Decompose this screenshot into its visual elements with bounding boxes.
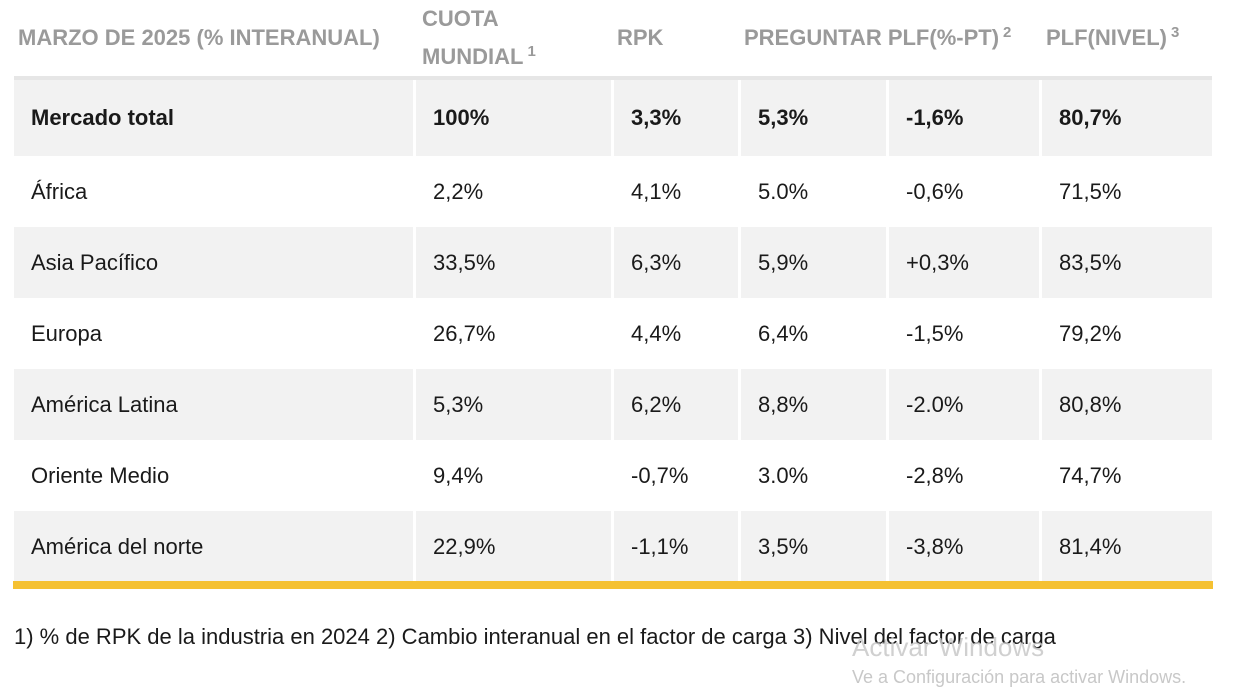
cell-ask: 5,9% — [741, 227, 889, 298]
cell-plf-pt: -0,6% — [889, 156, 1042, 227]
cell-cuota: 33,5% — [416, 227, 614, 298]
data-table-container: MARZO DE 2025 (% INTERANUAL) CUOTA MUNDI… — [14, 0, 1212, 582]
cell-region: América Latina — [14, 369, 416, 440]
cell-plf-pt: -1,5% — [889, 298, 1042, 369]
cell-cuota: 2,2% — [416, 156, 614, 227]
cell-ask: 3.0% — [741, 440, 889, 511]
cell-region: América del norte — [14, 511, 416, 582]
cell-rpk: 6,3% — [614, 227, 741, 298]
table-row: América Latina 5,3% 6,2% 8,8% -2.0% 80,8% — [14, 369, 1212, 440]
cell-plf-nivel: 83,5% — [1042, 227, 1212, 298]
cell-plf-nivel: 74,7% — [1059, 462, 1122, 488]
cell-region: Mercado total — [14, 80, 416, 156]
header-period: MARZO DE 2025 (% INTERANUAL) — [14, 0, 416, 80]
windows-activation-watermark: Activar Windows — [852, 632, 1045, 662]
cell-cuota: 5,3% — [416, 369, 614, 440]
accent-rule — [13, 581, 1213, 589]
cell-ask: 8,8% — [741, 369, 889, 440]
cell-plf-nivel: 71,5% — [1059, 178, 1122, 204]
windows-activation-subtitle: Ve a Configuración para activar Windows. — [852, 667, 1187, 687]
cell-ask: 3,5% — [741, 511, 889, 582]
table-row: América del norte 22,9% -1,1% 3,5% -3,8% 81,4… — [14, 511, 1212, 582]
cell-plf-pt: -1,6% — [889, 80, 1042, 156]
cell-cuota: 9,4% — [416, 440, 614, 511]
cell-cuota: 100% — [416, 80, 614, 156]
header-row: MARZO DE 2025 (% INTERANUAL) CUOTA MUNDI… — [14, 0, 1212, 80]
cell-rpk: -0,7% — [614, 440, 741, 511]
cell-cuota: 22,9% — [416, 511, 614, 582]
cell-plf-nivel: 79,2% — [1059, 320, 1122, 346]
cell-rpk: 4,1% — [614, 156, 741, 227]
table-row: Europa 26,7% 4,4% 6,4% -1,5% 79,2% — [14, 298, 1212, 369]
cell-cuota: 26,7% — [416, 298, 614, 369]
cell-plf-nivel: 81,4% — [1042, 511, 1212, 582]
header-plf-nivel: PLF(NIVEL) 3 — [1042, 0, 1212, 80]
cell-ask: 5.0% — [741, 156, 889, 227]
cell-region: Europa — [14, 298, 416, 369]
cell-plf-nivel: 80,7% — [1042, 80, 1212, 156]
table-row: Asia Pacífico 33,5% 6,3% 5,9% +0,3% 83,5% — [14, 227, 1212, 298]
cell-plf-pt: +0,3% — [889, 227, 1042, 298]
cell-rpk: -1,1% — [614, 511, 741, 582]
table-row: Mercado total 100% 3,3% 5,3% -1,6% 80,7% — [14, 80, 1212, 156]
cell-plf-pt: -2,8% — [889, 440, 1042, 511]
cell-rpk: 6,2% — [614, 369, 741, 440]
cell-region: Oriente Medio — [14, 440, 416, 511]
header-rpk: RPK — [614, 0, 741, 80]
cell-rpk: 3,3% — [614, 80, 741, 156]
cell-ask: 6,4% — [741, 298, 889, 369]
table-row: Oriente Medio 9,4% -0,7% 3.0% -2,8% 74,7% — [14, 440, 1212, 511]
cell-plf-nivel: 80,8% — [1042, 369, 1212, 440]
traffic-table: MARZO DE 2025 (% INTERANUAL) CUOTA MUNDI… — [14, 0, 1212, 582]
cell-plf-pt: -3,8% — [889, 511, 1042, 582]
header-cuota-mundial: CUOTA MUNDIAL 1 — [416, 0, 614, 80]
table-row: África 2,2% 4,1% 5.0% -0,6% 71,5% — [14, 156, 1212, 227]
cell-ask: 5,3% — [741, 80, 889, 156]
cell-plf-pt: -2.0% — [889, 369, 1042, 440]
cell-region: Asia Pacífico — [14, 227, 416, 298]
header-preguntar-plf: PREGUNTAR PLF(%-PT) 2 — [741, 0, 1042, 80]
table-body: Mercado total 100% 3,3% 5,3% -1,6% 80,7% Áfric… — [14, 80, 1212, 582]
cell-region: África — [14, 156, 416, 227]
footnote: 1) % de RPK de la industria en 2024 2) C… — [14, 624, 1056, 649]
cell-rpk: 4,4% — [614, 298, 741, 369]
